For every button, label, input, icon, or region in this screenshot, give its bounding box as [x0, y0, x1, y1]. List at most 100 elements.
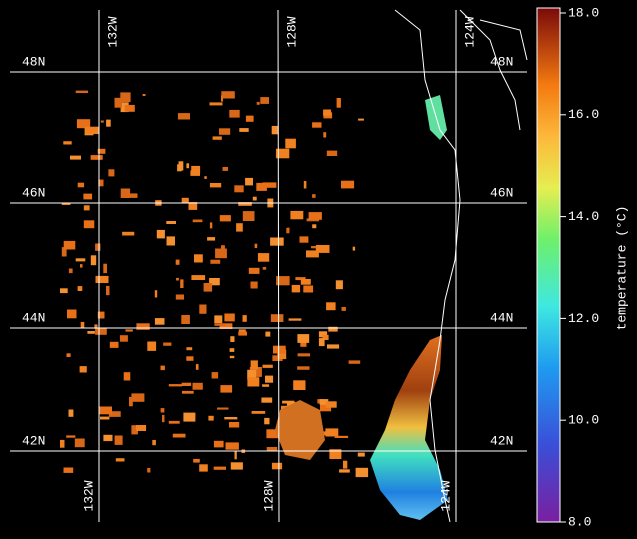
sst-patch — [318, 331, 328, 338]
sst-patch — [311, 246, 317, 249]
sst-patch — [203, 283, 213, 292]
sst-patch — [97, 148, 106, 154]
lon-label-top: 132W — [105, 16, 120, 47]
sst-patch — [334, 435, 349, 438]
sst-patch — [358, 118, 364, 121]
sst-patch — [103, 434, 113, 442]
sst-patch — [123, 372, 131, 381]
sst-patch — [312, 194, 316, 198]
sst-patch — [147, 468, 151, 473]
sst-patch — [357, 452, 365, 457]
sst-patch — [247, 369, 257, 380]
sst-patch — [83, 193, 93, 200]
sst-patch — [264, 417, 270, 425]
sst-patch — [210, 259, 221, 264]
sst-patch — [208, 415, 214, 421]
lon-label-top: 128W — [284, 16, 299, 47]
colorbar-tick-label: 8.0 — [568, 514, 591, 529]
sst-patch — [325, 428, 339, 437]
sst-patch — [275, 400, 325, 460]
sst-patch — [288, 318, 302, 321]
sst-patch — [193, 458, 200, 463]
sst-patch — [319, 399, 329, 405]
sst-patch — [109, 341, 119, 348]
sst-patch — [191, 165, 201, 174]
sst-patch — [119, 335, 128, 342]
sst-patch — [248, 267, 260, 274]
sst-patch — [154, 290, 158, 298]
sst-patch — [214, 315, 223, 324]
sst-patch — [262, 364, 273, 368]
sst-patch — [211, 372, 219, 379]
sst-patch — [176, 277, 179, 281]
sst-patch — [136, 425, 147, 431]
sst-patches — [60, 90, 369, 478]
sst-patch — [80, 264, 83, 268]
sst-patch — [257, 253, 270, 262]
sst-patch — [168, 384, 183, 387]
sst-patch — [250, 281, 258, 289]
sst-patch — [262, 384, 270, 387]
sst-patch — [182, 390, 194, 394]
sst-patch — [186, 356, 194, 361]
sst-patch — [175, 259, 180, 265]
sst-patch — [152, 440, 156, 446]
sst-patch — [260, 97, 269, 104]
colorbar-tick-label: 16.0 — [568, 107, 599, 122]
lat-label-left: 42N — [22, 433, 45, 448]
sst-patch — [66, 435, 76, 438]
sst-patch — [90, 155, 103, 160]
sst-patch — [136, 323, 150, 330]
sst-patch — [209, 278, 220, 286]
sst-patch — [120, 92, 131, 103]
sst-patch — [262, 182, 277, 188]
sst-patch — [291, 284, 301, 293]
sst-patch — [100, 416, 110, 420]
sst-patch — [270, 237, 284, 246]
sst-patch — [300, 279, 311, 285]
sst-patch — [124, 104, 135, 112]
sst-patch — [213, 440, 224, 448]
sst-patch — [275, 148, 290, 159]
sst-patch — [183, 412, 196, 422]
sst-patch — [199, 464, 208, 472]
sst-patch — [147, 341, 157, 351]
sst-patch — [238, 202, 252, 206]
sst-patch — [120, 188, 131, 198]
sst-patch — [125, 329, 133, 332]
sst-patch — [175, 294, 184, 300]
sst-patch — [251, 411, 266, 414]
sst-patch — [195, 364, 199, 370]
sst-patch — [60, 439, 65, 448]
sst-patch — [67, 309, 77, 319]
sst-patch — [120, 102, 129, 113]
sst-patch — [219, 128, 231, 135]
colorbar-tick-label: 18.0 — [568, 5, 599, 20]
sst-patch — [103, 263, 107, 274]
sst-patch — [229, 355, 235, 359]
sst-patch — [209, 222, 213, 229]
sst-patch — [326, 302, 336, 311]
sst-patch — [79, 366, 87, 373]
sst-patch — [328, 326, 338, 332]
lon-label-top: 124W — [462, 16, 477, 47]
sst-patch — [322, 334, 329, 340]
sst-patch — [87, 331, 95, 334]
sst-patch — [318, 338, 325, 347]
sst-patch — [209, 183, 222, 188]
lat-label-left: 44N — [22, 310, 45, 325]
sst-patch — [256, 182, 267, 191]
sst-patch — [154, 318, 165, 325]
lat-label-right: 46N — [490, 185, 513, 200]
sst-patch — [114, 435, 123, 445]
sst-patch — [61, 247, 67, 257]
sst-patch — [194, 254, 203, 263]
sst-patch — [95, 328, 107, 335]
sst-patch — [108, 411, 121, 417]
sst-patch — [60, 288, 68, 294]
sst-patch — [271, 462, 283, 470]
sst-patch — [266, 447, 278, 451]
sst-patch — [75, 258, 86, 262]
sst-patch — [270, 314, 284, 322]
sst-patch — [163, 342, 172, 346]
